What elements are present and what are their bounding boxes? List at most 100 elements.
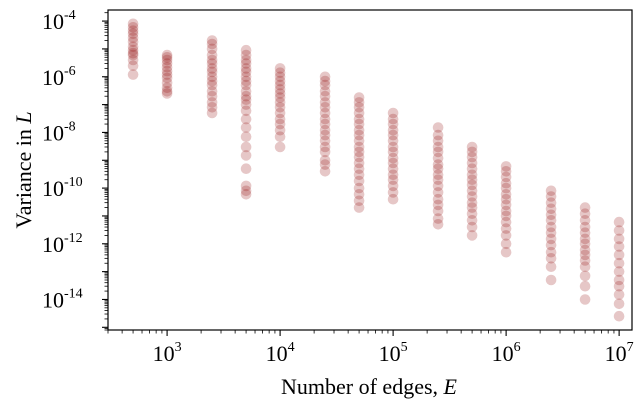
data-point [353, 169, 365, 181]
data-point [240, 58, 252, 69]
data-point [432, 129, 444, 141]
data-point [319, 102, 331, 113]
data-point [274, 63, 286, 74]
x-tick-label: 105 [379, 340, 408, 366]
data-point [387, 174, 399, 185]
data-point [240, 189, 252, 200]
data-point [240, 49, 252, 61]
data-point [240, 163, 252, 174]
y-tick-exponent: -10 [64, 175, 83, 190]
data-point [206, 66, 218, 78]
data-point [206, 107, 218, 119]
x-tick-exponent: 3 [175, 340, 182, 355]
data-point [500, 171, 512, 183]
data-point [579, 261, 591, 273]
data-point [240, 90, 252, 102]
data-point [579, 202, 591, 213]
data-point [545, 197, 557, 208]
data-point [353, 107, 365, 119]
data-point [579, 255, 591, 266]
data-point [206, 43, 218, 55]
data-point [240, 63, 252, 74]
data-point [387, 124, 399, 136]
data-point [353, 129, 365, 141]
data-point [353, 175, 365, 187]
data-point [500, 223, 512, 234]
data-point [240, 185, 252, 197]
data-point [161, 65, 173, 77]
data-point [274, 113, 286, 125]
y-axis-title-variable: L [11, 111, 36, 124]
data-point [579, 238, 591, 250]
data-point [274, 92, 286, 103]
data-point [353, 124, 365, 136]
data-point [500, 230, 512, 241]
data-point [240, 86, 252, 97]
data-point [319, 146, 331, 158]
x-axis-title: Number of edges, E [281, 374, 458, 399]
data-point [613, 241, 625, 252]
data-point [387, 113, 399, 125]
data-point [387, 180, 399, 192]
data-point [127, 54, 139, 66]
data-point [432, 122, 444, 133]
x-axis-ticks: 103 104 105 106 107 [107, 330, 634, 366]
data-point [387, 157, 399, 169]
data-point [466, 215, 478, 226]
data-point [545, 274, 557, 286]
data-point [432, 163, 444, 174]
data-point [500, 238, 512, 250]
data-point [274, 131, 286, 142]
data-point [240, 71, 252, 83]
y-tick-base: 10 [42, 176, 64, 201]
data-point [161, 88, 173, 99]
data-point [387, 146, 399, 158]
data-point [500, 199, 512, 211]
x-tick-base: 10 [153, 341, 175, 366]
data-point [613, 225, 625, 236]
data-point [545, 209, 557, 221]
data-point [127, 25, 139, 36]
data-point [319, 135, 331, 147]
data-point [274, 97, 286, 108]
data-point [206, 71, 218, 83]
y-tick-base: 10 [42, 120, 64, 145]
data-point [432, 187, 444, 198]
data-point [500, 161, 512, 172]
data-point [240, 122, 252, 133]
data-point [353, 92, 365, 103]
data-point [240, 44, 252, 56]
y-tick-label: 10-6 [42, 64, 76, 90]
data-point [274, 124, 286, 136]
data-point [127, 41, 139, 52]
data-point [274, 118, 286, 130]
data-point [161, 52, 173, 63]
y-tick-exponent: -14 [64, 286, 83, 301]
plot-area-frame [107, 9, 633, 331]
data-point [240, 66, 252, 78]
y-tick-exponent: -6 [64, 64, 76, 79]
data-point [353, 163, 365, 174]
data-point [240, 75, 252, 87]
data-point [240, 99, 252, 110]
data-point [319, 97, 331, 108]
x-tick-exponent: 7 [627, 340, 634, 355]
data-point [161, 61, 173, 73]
data-point [432, 174, 444, 185]
data-point [500, 182, 512, 194]
x-tick-base: 10 [266, 341, 288, 366]
y-tick-label: 10-4 [42, 8, 76, 34]
data-point [387, 129, 399, 141]
data-point [466, 174, 478, 185]
data-point [206, 90, 218, 102]
data-point [353, 189, 365, 200]
data-point [319, 75, 331, 87]
data-point [579, 294, 591, 305]
data-point [579, 270, 591, 282]
data-point [387, 118, 399, 130]
data-point [353, 141, 365, 153]
data-point [466, 163, 478, 174]
y-tick-label: 10-8 [42, 119, 76, 145]
data-point [432, 152, 444, 164]
